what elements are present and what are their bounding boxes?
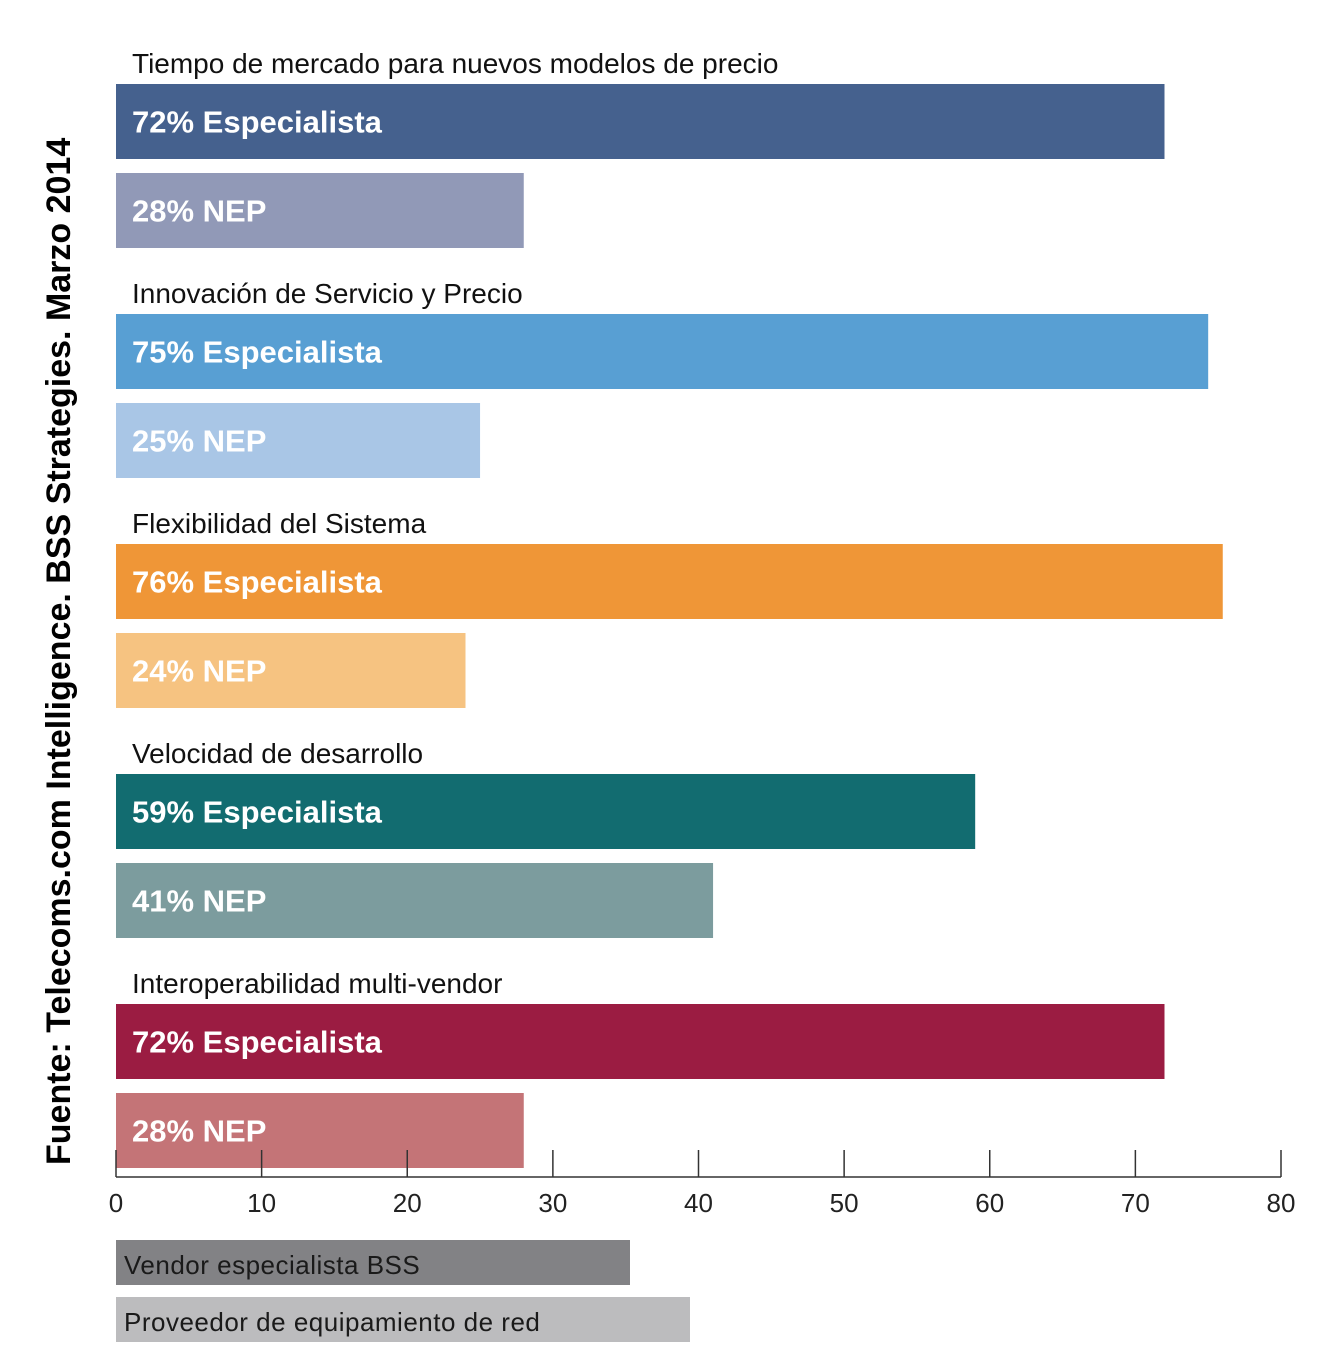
bar-data-label: 24% NEP [132, 654, 266, 689]
x-tick-label: 20 [393, 1188, 422, 1218]
bar-data-label: 25% NEP [132, 424, 266, 459]
bar-nep [116, 173, 524, 248]
bar-nep [116, 1093, 524, 1168]
x-tick-label: 40 [684, 1188, 713, 1218]
chart-groups: Tiempo de mercado para nuevos modelos de… [116, 48, 1223, 1168]
bar-group: Innovación de Servicio y Precio 75% Espec… [116, 278, 1209, 478]
group-title: Velocidad de desarrollo [132, 738, 423, 769]
x-tick-label: 80 [1267, 1188, 1296, 1218]
bar-nep [116, 633, 466, 708]
legend-swatch [116, 1240, 630, 1285]
legend-label: Proveedor de equipamiento de red [124, 1307, 540, 1337]
bar-data-label: 75% Especialista [132, 335, 383, 370]
bar-especialista [116, 774, 976, 849]
x-tick-label: 30 [538, 1188, 567, 1218]
legend-swatch [116, 1297, 690, 1342]
x-tick-label: 0 [109, 1188, 123, 1218]
x-tick-label: 50 [830, 1188, 859, 1218]
bar-especialista [116, 1004, 1165, 1079]
x-tick-label: 60 [975, 1188, 1004, 1218]
x-tick-label: 10 [247, 1188, 276, 1218]
bar-data-label: 28% NEP [132, 1114, 266, 1149]
legend-label: Vendor especialista BSS [124, 1250, 420, 1280]
bar-data-label: 41% NEP [132, 884, 266, 919]
x-axis: 0 10 20 30 40 50 60 70 80 [109, 1150, 1296, 1218]
bar-group: Flexibilidad del Sistema 76% Especialista… [116, 508, 1223, 708]
bar-nep [116, 863, 714, 938]
bar-data-label: 59% Especialista [132, 795, 383, 830]
group-title: Interoperabilidad multi-vendor [132, 968, 502, 999]
bar-especialista [116, 84, 1165, 159]
bar-data-label: 76% Especialista [132, 565, 383, 600]
group-title: Flexibilidad del Sistema [132, 508, 427, 539]
bar-nep [116, 403, 481, 478]
group-title: Tiempo de mercado para nuevos modelos de… [132, 48, 778, 79]
bar-data-label: 72% Especialista [132, 105, 383, 140]
bar-group: Tiempo de mercado para nuevos modelos de… [116, 48, 1165, 248]
bar-group: Velocidad de desarrollo 59% Especialista 4… [116, 738, 976, 938]
source-note: Fuente: Telecoms.com Intelligence. BSS S… [40, 138, 78, 1165]
bar-group: Interoperabilidad multi-vendor 72% Especi… [116, 968, 1165, 1168]
bar-data-label: 72% Especialista [132, 1025, 383, 1060]
legend: Vendor especialista BSS Proveedor de equi… [116, 1240, 690, 1342]
bar-especialista [116, 544, 1223, 619]
bar-data-label: 28% NEP [132, 194, 266, 229]
x-tick-label: 70 [1121, 1188, 1150, 1218]
group-title: Innovación de Servicio y Precio [132, 278, 523, 309]
bar-especialista [116, 314, 1209, 389]
